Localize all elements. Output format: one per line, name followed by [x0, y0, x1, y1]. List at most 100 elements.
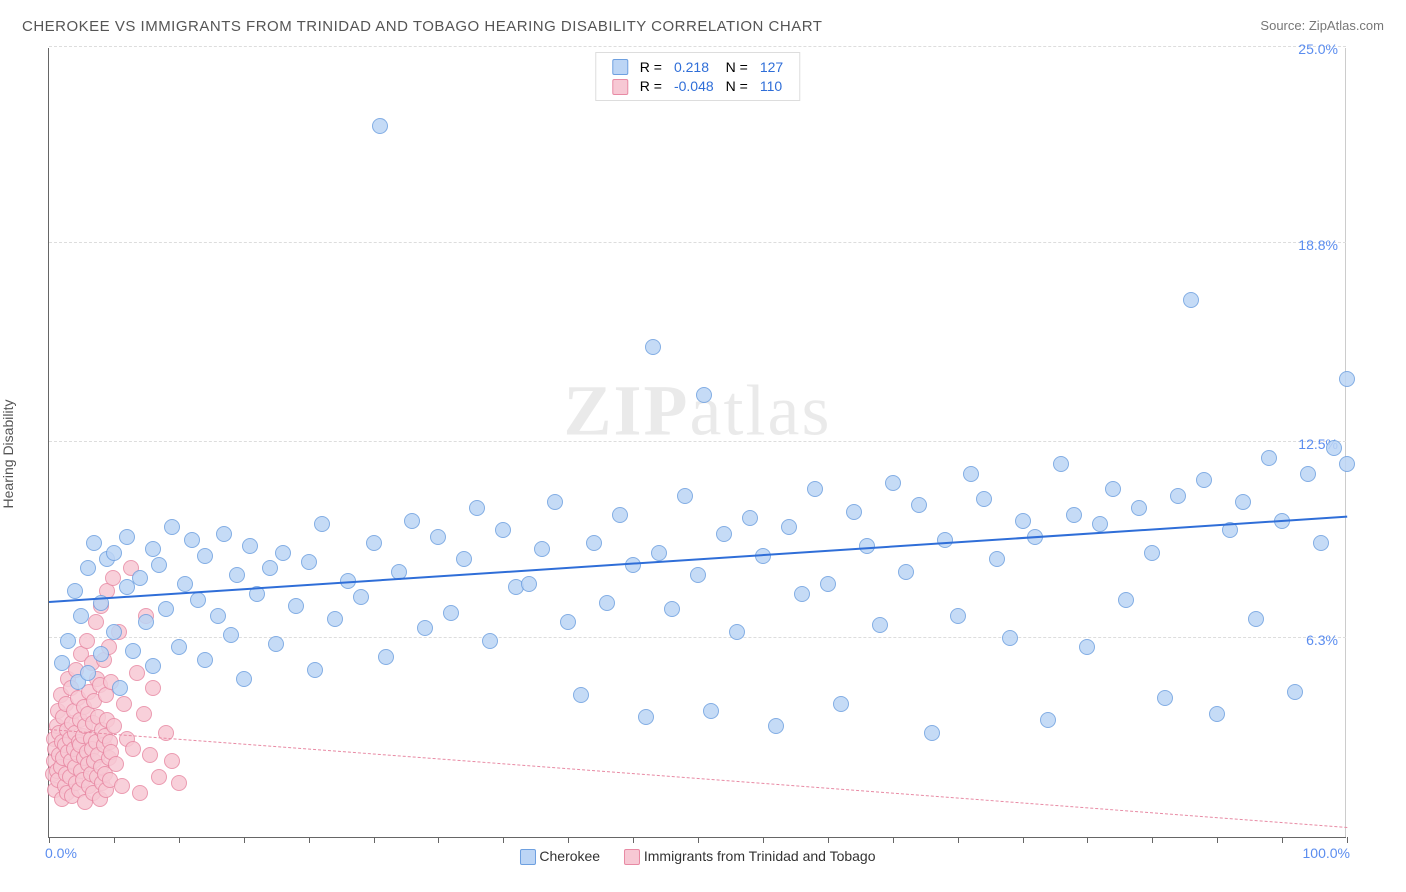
data-point [1131, 500, 1147, 516]
data-point [164, 519, 180, 535]
data-point [307, 662, 323, 678]
data-point [1339, 456, 1355, 472]
data-point [378, 649, 394, 665]
data-point [443, 605, 459, 621]
data-point [768, 718, 784, 734]
x-tick [503, 837, 504, 843]
data-point [456, 551, 472, 567]
data-point [807, 481, 823, 497]
data-point [794, 586, 810, 602]
legend-label-trinidad: Immigrants from Trinidad and Tobago [644, 848, 876, 864]
legend-r-label: R = [634, 76, 668, 95]
data-point [132, 570, 148, 586]
data-point [119, 529, 135, 545]
data-point [145, 541, 161, 557]
data-point [129, 665, 145, 681]
x-tick [49, 837, 50, 843]
data-point [314, 516, 330, 532]
x-tick [374, 837, 375, 843]
y-tick-label: 18.8% [1298, 237, 1338, 253]
data-point [60, 633, 76, 649]
data-point [197, 652, 213, 668]
right-axis-line [1345, 48, 1346, 837]
data-point [164, 753, 180, 769]
legend-row-cherokee: R = 0.218 N = 127 [606, 57, 789, 76]
data-point [106, 545, 122, 561]
source-label: Source: [1260, 18, 1305, 33]
data-point [1118, 592, 1134, 608]
data-point [1235, 494, 1251, 510]
data-point [236, 671, 252, 687]
legend-n-label: N = [720, 57, 754, 76]
data-point [950, 608, 966, 624]
data-point [963, 466, 979, 482]
data-point [1183, 292, 1199, 308]
data-point [1248, 611, 1264, 627]
data-point [177, 576, 193, 592]
x-tick [1217, 837, 1218, 843]
y-axis-label: Hearing Disability [0, 400, 16, 509]
data-point [690, 567, 706, 583]
data-point [872, 617, 888, 633]
gridline-h [49, 441, 1346, 442]
data-point [288, 598, 304, 614]
legend-r-trinidad: -0.048 [668, 76, 720, 95]
legend-row-trinidad: R = -0.048 N = 110 [606, 76, 789, 95]
data-point [573, 687, 589, 703]
x-tick [438, 837, 439, 843]
x-tick [1023, 837, 1024, 843]
data-point [1196, 472, 1212, 488]
data-point [1157, 690, 1173, 706]
legend-n-cherokee: 127 [754, 57, 789, 76]
data-point [145, 680, 161, 696]
x-tick [763, 837, 764, 843]
data-point [976, 491, 992, 507]
x-tick [1282, 837, 1283, 843]
data-point [469, 500, 485, 516]
data-point [151, 557, 167, 573]
data-point [495, 522, 511, 538]
data-point [210, 608, 226, 624]
swatch-cherokee-icon [519, 849, 535, 865]
gridline-h [49, 46, 1346, 47]
x-tick-left: 0.0% [45, 845, 77, 861]
data-point [1261, 450, 1277, 466]
data-point [372, 118, 388, 134]
x-tick [893, 837, 894, 843]
data-point [716, 526, 732, 542]
watermark-atlas: atlas [690, 370, 832, 450]
data-point [924, 725, 940, 741]
swatch-trinidad-icon [624, 849, 640, 865]
data-point [521, 576, 537, 592]
data-point [846, 504, 862, 520]
data-point [404, 513, 420, 529]
swatch-cherokee [612, 59, 628, 75]
data-point [327, 611, 343, 627]
swatch-trinidad [612, 79, 628, 95]
data-point [93, 646, 109, 662]
data-point [703, 703, 719, 719]
data-point [1313, 535, 1329, 551]
data-point [833, 696, 849, 712]
data-point [664, 601, 680, 617]
legend-item-trinidad: Immigrants from Trinidad and Tobago [624, 848, 876, 865]
data-point [132, 785, 148, 801]
x-tick [1347, 837, 1348, 843]
data-point [79, 633, 95, 649]
data-point [1144, 545, 1160, 561]
data-point [1339, 371, 1355, 387]
x-tick [828, 837, 829, 843]
data-point [223, 627, 239, 643]
trend-line [49, 729, 1347, 828]
data-point [1326, 440, 1342, 456]
data-point [651, 545, 667, 561]
data-point [112, 680, 128, 696]
data-point [366, 535, 382, 551]
data-point [54, 655, 70, 671]
data-point [696, 387, 712, 403]
data-point [1079, 639, 1095, 655]
data-point [729, 624, 745, 640]
data-point [114, 778, 130, 794]
data-point [1170, 488, 1186, 504]
data-point [1002, 630, 1018, 646]
